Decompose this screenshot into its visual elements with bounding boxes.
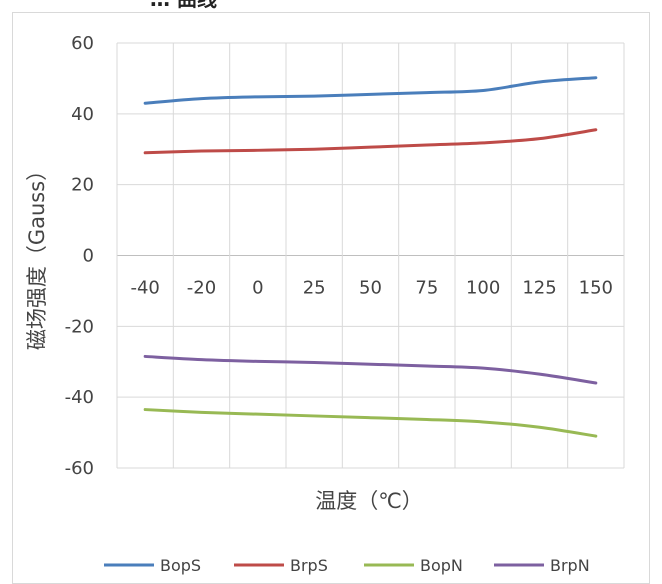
legend-label-brpn: BrpN <box>550 556 590 575</box>
y-axis-ticks: 60 40 20 0 -20 -40 -60 <box>65 33 94 479</box>
series-line-bopn <box>143 408 598 438</box>
x-tick-label: 75 <box>415 278 438 299</box>
y-tick-label: 0 <box>83 246 94 267</box>
x-tick-label: -20 <box>187 278 216 299</box>
legend: BopS BrpS BopN BrpN <box>104 556 590 575</box>
x-tick-label: 100 <box>466 278 500 299</box>
legend-label-bops: BopS <box>160 556 201 575</box>
series-line-brpn <box>143 354 598 385</box>
gridlines <box>116 42 625 469</box>
x-tick-label: 150 <box>579 278 613 299</box>
x-axis-ticks: -40 -20 0 25 50 75 100 125 150 <box>130 278 613 299</box>
y-tick-label: 40 <box>71 104 94 125</box>
y-tick-label: -20 <box>65 316 94 337</box>
chart-border <box>12 12 650 584</box>
y-tick-label: -40 <box>65 387 94 408</box>
partial-title: … 曲线 <box>150 0 217 11</box>
series-line-bops <box>143 76 598 105</box>
x-tick-label: 25 <box>303 278 326 299</box>
y-tick-label: -60 <box>65 458 94 479</box>
y-axis-title: 磁场强度（Gauss） <box>25 160 49 350</box>
legend-label-bopn: BopN <box>420 556 463 575</box>
y-tick-label: 20 <box>71 175 94 196</box>
x-tick-label: 0 <box>252 278 263 299</box>
x-tick-label: 125 <box>522 278 556 299</box>
x-axis-title: 温度（℃） <box>315 489 423 513</box>
legend-label-brps: BrpS <box>290 556 328 575</box>
y-tick-label: 60 <box>71 33 94 54</box>
x-tick-label: -40 <box>130 278 159 299</box>
x-tick-label: 50 <box>359 278 382 299</box>
series-lines <box>143 76 598 438</box>
series-line-brps <box>143 128 598 155</box>
